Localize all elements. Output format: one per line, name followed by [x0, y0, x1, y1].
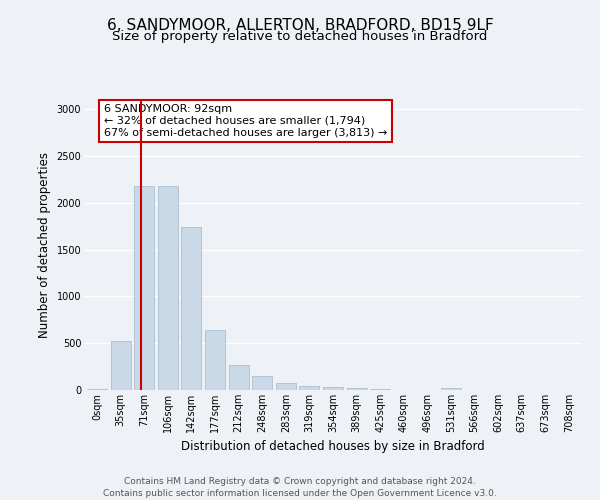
Bar: [323, 386, 343, 390]
Text: 6, SANDYMOOR, ALLERTON, BRADFORD, BD15 9LF: 6, SANDYMOOR, ALLERTON, BRADFORD, BD15 9…: [107, 18, 493, 32]
Bar: [158, 186, 178, 390]
Bar: [252, 376, 272, 390]
Bar: [229, 365, 248, 390]
Bar: [110, 342, 131, 390]
Bar: [299, 386, 319, 390]
Bar: [181, 227, 202, 390]
Bar: [441, 388, 461, 390]
Y-axis label: Number of detached properties: Number of detached properties: [38, 152, 51, 338]
Bar: [87, 388, 107, 390]
Bar: [205, 330, 225, 390]
X-axis label: Distribution of detached houses by size in Bradford: Distribution of detached houses by size …: [181, 440, 485, 454]
Bar: [347, 388, 367, 390]
Bar: [276, 382, 296, 390]
Bar: [134, 186, 154, 390]
Text: 6 SANDYMOOR: 92sqm
← 32% of detached houses are smaller (1,794)
67% of semi-deta: 6 SANDYMOOR: 92sqm ← 32% of detached hou…: [104, 104, 387, 138]
Text: Size of property relative to detached houses in Bradford: Size of property relative to detached ho…: [112, 30, 488, 43]
Text: Contains HM Land Registry data © Crown copyright and database right 2024.
Contai: Contains HM Land Registry data © Crown c…: [103, 476, 497, 498]
Bar: [370, 389, 390, 390]
